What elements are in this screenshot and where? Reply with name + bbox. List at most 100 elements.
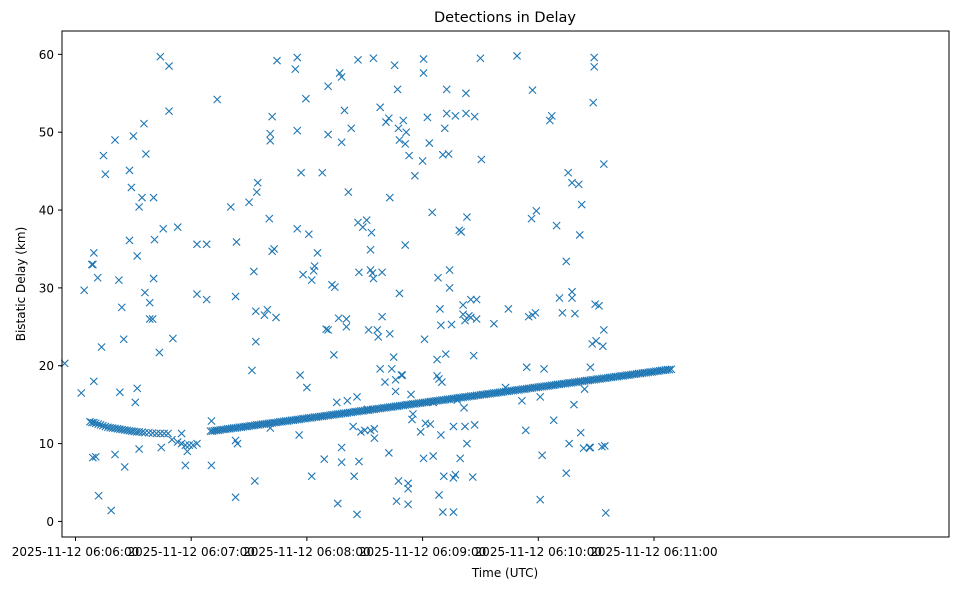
data-point [598,342,607,351]
data-point [404,500,413,509]
data-point [451,111,460,120]
data-point [565,439,574,448]
data-point [545,116,554,125]
data-point [156,52,165,61]
data-point [667,365,676,374]
data-point [270,244,279,253]
data-point [152,429,161,438]
data-point [528,86,537,95]
data-point [173,223,182,232]
data-point [145,315,154,324]
y-tick-label: 50 [39,126,54,140]
data-point [89,248,98,257]
data-point [585,443,594,452]
data-point [354,457,363,466]
data-point [231,493,240,502]
data-point [441,350,450,359]
x-tick-label: 2025-11-12 06:08:00 [243,545,370,559]
data-point [394,124,403,133]
data-point [150,235,159,244]
data-point [428,208,437,217]
data-point [192,439,201,448]
data-point [266,424,275,433]
data-point [392,497,401,506]
data-point [439,472,448,481]
data-point [419,454,428,463]
data-point [250,476,259,485]
data-point [536,392,545,401]
data-point [538,451,547,460]
data-point [347,124,356,133]
data-point [307,276,316,285]
data-point [369,274,378,283]
data-point [477,155,486,164]
data-point [457,227,466,236]
data-point [91,452,100,461]
data-point [420,335,429,344]
data-point [135,445,144,454]
data-point [127,183,136,192]
data-point [437,378,446,387]
data-point [80,286,89,295]
y-tick-label: 0 [46,515,54,529]
data-point [442,85,451,94]
y-tick-label: 60 [39,48,54,62]
data-point [231,292,240,301]
data-point [576,428,585,437]
data-point [337,72,346,81]
data-point [395,289,404,298]
data-point [333,499,342,508]
data-point [435,304,444,313]
x-tick-label: 2025-11-12 06:10:00 [475,545,602,559]
data-point [402,128,411,137]
data-point [419,55,428,64]
data-point [601,508,610,517]
data-point [472,295,481,304]
data-point [527,214,536,223]
data-point [342,315,351,324]
data-point [532,206,541,215]
data-point [273,56,281,65]
data-point [157,443,166,452]
data-point [599,160,608,169]
data-point [363,405,372,414]
data-point [349,422,358,431]
data-point [380,378,389,387]
data-point [111,450,120,459]
data-point [251,307,260,316]
data-point [297,168,306,177]
data-point [521,426,530,435]
data-point [353,392,362,401]
data-point [138,193,147,202]
data-point [504,304,513,313]
data-point [590,53,599,62]
data-point [370,434,379,443]
data-point [344,188,353,197]
data-point [140,428,149,437]
data-point [337,138,346,147]
x-tick-label: 2025-11-12 06:09:00 [359,545,486,559]
data-point [385,329,394,338]
data-point [489,319,498,328]
data-point [88,453,97,462]
x-axis-title: Time (UTC) [471,566,538,580]
data-point [260,311,269,320]
data-point [453,396,462,404]
data-point [353,55,362,64]
data-point [595,301,604,310]
data-point [391,375,400,384]
data-point [77,388,86,397]
data-point [449,508,458,517]
data-point [192,240,201,249]
data-point [324,325,333,334]
y-axis-title: Bistatic Delay (km) [14,227,28,342]
data-point [395,135,404,144]
data-point [364,325,373,334]
x-tick-label: 2025-11-12 06:11:00 [590,545,717,559]
data-point [335,69,344,78]
data-point [592,336,601,345]
data-point [330,283,339,292]
data-point [101,170,110,179]
data-point [575,230,584,239]
data-point [309,266,318,275]
